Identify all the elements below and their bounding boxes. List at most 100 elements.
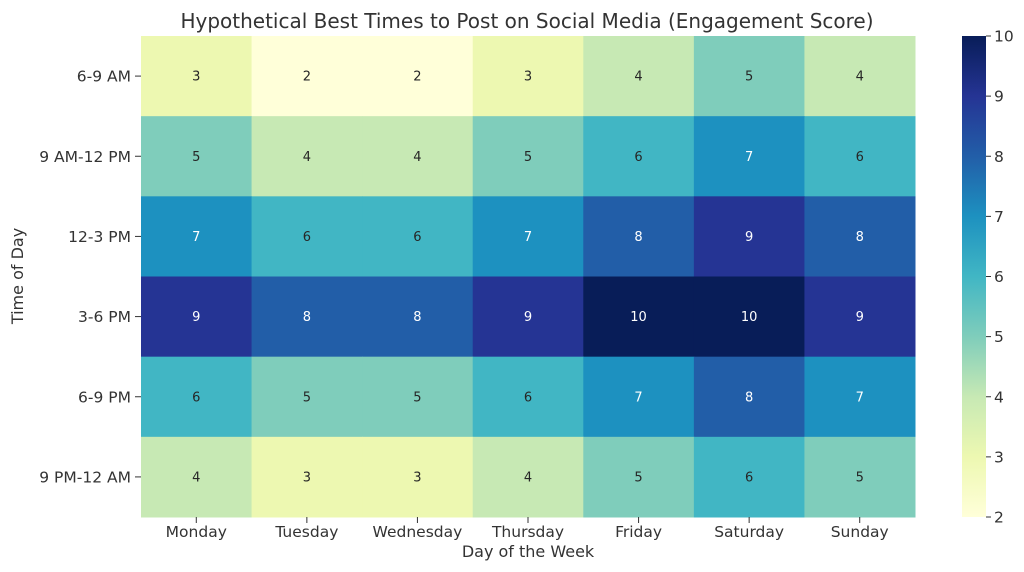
colorbar-tick-label: 3 — [994, 448, 1004, 466]
heatmap-cell — [804, 436, 916, 518]
cell-value-label: 9 — [524, 310, 532, 325]
heatmap-cell — [251, 356, 363, 438]
cell-value-label: 9 — [856, 310, 864, 325]
heatmap-cell — [472, 36, 584, 117]
heatmap-cell — [583, 196, 695, 277]
heatmap-cell — [141, 356, 253, 438]
cell-value-label: 2 — [303, 70, 311, 85]
heatmap-cell — [141, 196, 253, 277]
colorbar — [962, 36, 986, 517]
cell-value-label: 8 — [303, 310, 311, 325]
cell-value-label: 7 — [192, 230, 200, 245]
heatmap-cell — [472, 116, 584, 197]
heatmap-cell — [362, 196, 474, 277]
heatmap-cell — [693, 36, 805, 117]
cell-value-label: 4 — [413, 150, 421, 165]
heatmap-cell — [362, 356, 474, 438]
colorbar-tick-label: 9 — [994, 88, 1004, 106]
cell-value-label: 7 — [856, 390, 864, 405]
cell-value-label: 6 — [524, 390, 532, 405]
x-tick-label: Monday — [166, 523, 227, 541]
heatmap-cell — [251, 36, 363, 117]
colorbar-tick-label: 8 — [994, 148, 1004, 166]
heatmap-cell — [804, 116, 916, 197]
heatmap-cell — [693, 436, 805, 518]
cell-value-label: 3 — [524, 70, 532, 85]
cell-value-label: 5 — [745, 70, 753, 85]
cell-value-label: 7 — [634, 390, 642, 405]
heatmap-cell — [804, 276, 916, 358]
cell-value-label: 5 — [303, 390, 311, 405]
heatmap-cell — [693, 196, 805, 277]
heatmap-cell — [804, 196, 916, 277]
y-tick-label: 3-6 PM — [78, 308, 131, 326]
colorbar-tick-label: 2 — [994, 509, 1004, 527]
cell-value-label: 4 — [524, 470, 532, 485]
colorbar-tick-label: 7 — [994, 208, 1004, 226]
x-axis-label: Day of the Week — [462, 542, 595, 561]
cell-value-label: 10 — [630, 310, 647, 325]
heatmap-cell — [804, 356, 916, 438]
colorbar-ticks: 2 3 4 5 6 7 8 9 10 — [986, 28, 1014, 527]
colorbar-tick-label: 4 — [994, 388, 1004, 406]
cell-value-label: 6 — [634, 150, 642, 165]
cell-value-label: 6 — [413, 230, 421, 245]
x-tick-label: Sunday — [831, 523, 889, 541]
heatmap-cell — [251, 196, 363, 277]
cell-value-label: 5 — [856, 470, 864, 485]
cell-value-label: 5 — [413, 390, 421, 405]
colorbar-tick-label: 6 — [994, 268, 1004, 286]
heatmap-cells: 3 2 2 3 4 5 4 5 4 4 5 6 7 6 7 6 6 7 8 9 8 9 8 8 9 10 10 9 6 5 5 6 7 8 7 4 3 3… — [141, 36, 916, 518]
heatmap-cell — [583, 436, 695, 518]
cell-value-label: 8 — [745, 390, 753, 405]
cell-value-label: 8 — [856, 230, 864, 245]
heatmap-cell — [362, 116, 474, 197]
y-tick-labels: 6-9 AM 9 AM-12 PM 12-3 PM 3-6 PM 6-9 PM 9 PM-… — [39, 68, 141, 486]
cell-value-label: 5 — [634, 470, 642, 485]
colorbar-tick-label: 10 — [994, 28, 1014, 46]
cell-value-label: 9 — [745, 230, 753, 245]
y-tick-label: 6-9 PM — [78, 388, 131, 406]
cell-value-label: 6 — [303, 230, 311, 245]
heatmap-cell — [804, 36, 916, 117]
cell-value-label: 4 — [303, 150, 311, 165]
y-tick-label: 12-3 PM — [68, 228, 131, 246]
colorbar-tick-label: 5 — [994, 328, 1004, 346]
heatmap-cell — [472, 436, 584, 518]
heatmap-cell — [362, 436, 474, 518]
y-tick-label: 6-9 AM — [77, 68, 131, 86]
heatmap-cell — [472, 276, 584, 358]
cell-value-label: 6 — [745, 470, 753, 485]
x-tick-label: Wednesday — [373, 523, 463, 541]
x-tick-label: Saturday — [714, 523, 784, 541]
heatmap-cell — [141, 116, 253, 197]
chart-title: Hypothetical Best Times to Post on Socia… — [180, 9, 873, 33]
heatmap-cell — [583, 116, 695, 197]
cell-value-label: 6 — [856, 150, 864, 165]
y-tick-label: 9 AM-12 PM — [39, 148, 131, 166]
cell-value-label: 9 — [192, 310, 200, 325]
cell-value-label: 4 — [192, 470, 200, 485]
x-tick-label: Thursday — [491, 523, 564, 541]
y-tick-label: 9 PM-12 AM — [39, 468, 131, 486]
x-tick-labels: Monday Tuesday Wednesday Thursday Friday Satu… — [166, 517, 889, 541]
cell-value-label: 6 — [192, 390, 200, 405]
heatmap-cell — [583, 356, 695, 438]
heatmap-cell — [583, 36, 695, 117]
heatmap-cell — [251, 116, 363, 197]
cell-value-label: 8 — [413, 310, 421, 325]
cell-value-label: 7 — [745, 150, 753, 165]
heatmap-cell — [472, 356, 584, 438]
y-axis-label: Time of Day — [8, 228, 27, 325]
heatmap-cell — [472, 196, 584, 277]
cell-value-label: 7 — [524, 230, 532, 245]
cell-value-label: 3 — [413, 470, 421, 485]
heatmap-cell — [362, 276, 474, 358]
heatmap-cell — [693, 356, 805, 438]
heatmap-cell — [693, 116, 805, 197]
heatmap-cell — [362, 36, 474, 117]
cell-value-label: 5 — [192, 150, 200, 165]
x-tick-label: Tuesday — [274, 523, 338, 541]
cell-value-label: 10 — [741, 310, 758, 325]
cell-value-label: 5 — [524, 150, 532, 165]
